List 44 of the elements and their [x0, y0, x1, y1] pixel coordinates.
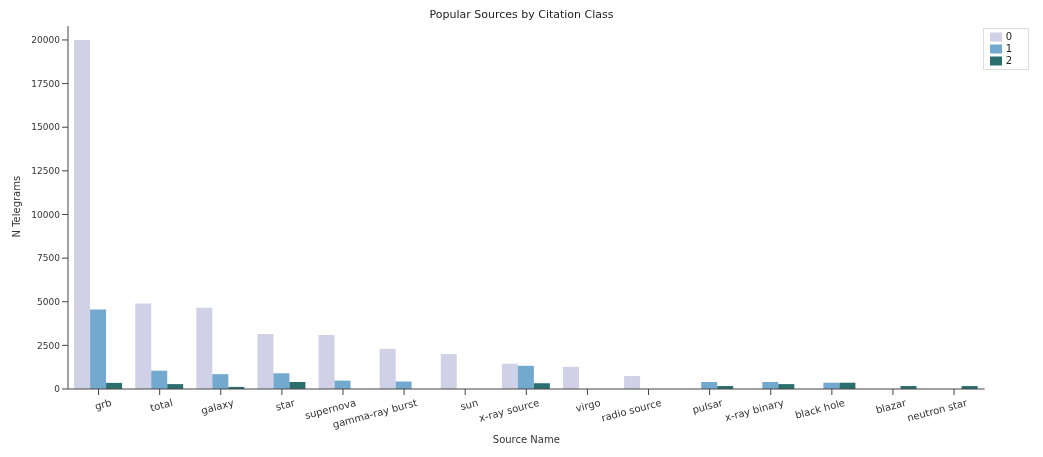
bar	[395, 381, 412, 389]
bar	[501, 363, 518, 389]
y-tick-label: 12500	[31, 166, 61, 177]
x-tick-label: star	[274, 396, 297, 413]
y-axis-title: N Telegrams	[10, 175, 22, 238]
y-tick-label: 20000	[31, 35, 61, 46]
chart-title: Popular Sources by Citation Class	[428, 8, 615, 22]
bar	[273, 373, 290, 389]
bar	[517, 365, 534, 389]
bar	[624, 375, 641, 389]
x-tick-label: x-ray binary	[723, 396, 785, 424]
y-tick-label: 2500	[37, 340, 61, 351]
x-tick-label: black hole	[793, 396, 847, 421]
bar	[440, 354, 457, 389]
y-tick-label: 5000	[37, 296, 61, 307]
x-tick-label: galaxy	[200, 396, 236, 417]
bar	[379, 348, 396, 389]
legend-label: 2	[1005, 55, 1012, 66]
y-tick-label: 17500	[31, 78, 61, 89]
legend-label: 0	[1005, 31, 1012, 42]
x-tick-label: grb	[93, 396, 113, 412]
x-tick-label: neutron star	[905, 396, 970, 424]
x-tick-label: pulsar	[691, 396, 725, 416]
x-axis-title: Source Name	[492, 434, 560, 445]
legend-label: 1	[1005, 43, 1012, 54]
x-tick-label: virgo	[574, 396, 602, 415]
bar	[90, 309, 107, 389]
y-tick-label: 0	[54, 384, 61, 395]
x-tick-label: sun	[459, 396, 480, 413]
bar	[318, 334, 335, 389]
x-tick-label: total	[148, 396, 174, 414]
bar	[74, 39, 91, 389]
x-tick-label: radio source	[600, 396, 663, 424]
y-tick-label: 7500	[37, 253, 61, 264]
bar	[135, 303, 152, 389]
bar	[562, 366, 579, 389]
x-tick-label: blazar	[874, 396, 908, 416]
x-tick-label: x-ray source	[477, 396, 541, 424]
bar	[257, 334, 274, 389]
y-tick-label: 10000	[31, 209, 61, 220]
y-tick-label: 15000	[31, 122, 61, 133]
bar	[196, 307, 213, 389]
bar	[151, 370, 168, 389]
bar	[212, 374, 229, 389]
